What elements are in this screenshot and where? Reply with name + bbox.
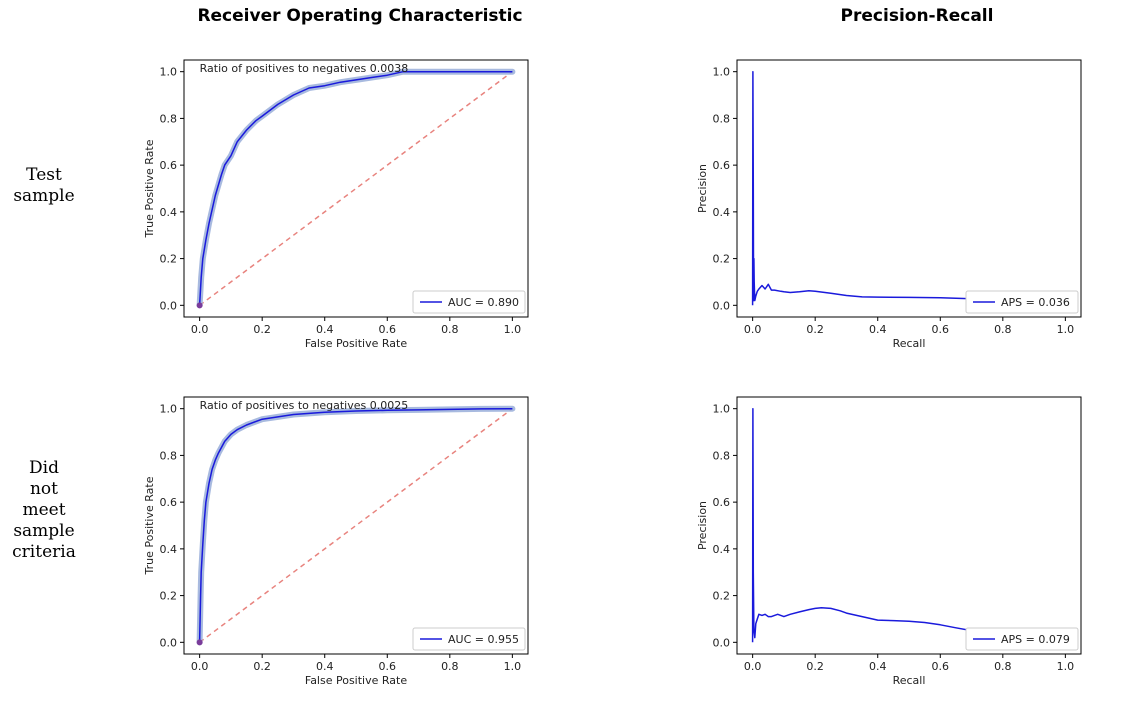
x-tick-label: 0.0: [744, 323, 762, 336]
y-tick-label: 0.4: [160, 543, 178, 556]
x-tick-label: 0.4: [869, 323, 887, 336]
y-tick-label: 0.6: [713, 496, 731, 509]
x-axis-label: Recall: [893, 674, 926, 687]
x-tick-label: 0.2: [806, 323, 824, 336]
y-tick-label: 1.0: [713, 66, 731, 79]
roc-not-met-chart: 0.0 0.2 0.4 0.6 0.8 1.0 0.0 0.2 0.4 0.6 0.8 1.0 Fals…: [143, 396, 529, 687]
row-label-line: Test: [26, 165, 62, 185]
chance-diagonal-line: [199, 71, 513, 306]
x-tick-label: 0.6: [932, 323, 950, 336]
x-axis-label: False Positive Rate: [305, 337, 407, 350]
x-tick-label: 0.8: [994, 660, 1012, 673]
y-axis-label: Precision: [696, 501, 709, 550]
x-tick-label: 0.4: [869, 660, 887, 673]
x-tick-label: 0.4: [316, 660, 334, 673]
chance-diagonal-line: [199, 408, 513, 643]
legend-label: APS = 0.036: [1001, 296, 1070, 309]
y-tick-label: 1.0: [160, 66, 178, 79]
legend-label: AUC = 0.890: [448, 296, 519, 309]
y-tick-label: 0.8: [713, 112, 731, 125]
x-axis-label: False Positive Rate: [305, 674, 407, 687]
y-tick-label: 0.0: [160, 636, 178, 649]
x-tick-label: 0.6: [932, 660, 950, 673]
x-tick-label: 0.2: [806, 660, 824, 673]
roc-test-chart: 0.0 0.2 0.4 0.6 0.8 1.0 0.0 0.2 0.4 0.6 0.8 1.0 Fals…: [143, 59, 529, 350]
plot-frame: [183, 59, 529, 318]
y-tick-label: 0.2: [160, 253, 178, 266]
ratio-annotation: Ratio of positives to negatives 0.0025: [200, 399, 409, 412]
y-tick-label: 0.0: [713, 636, 731, 649]
x-axis-label: Recall: [893, 337, 926, 350]
x-tick-label: 1.0: [1057, 660, 1075, 673]
legend-box: [965, 290, 1079, 314]
legend-label: AUC = 0.955: [448, 633, 519, 646]
legend-box: [412, 627, 526, 651]
series-line: [198, 407, 513, 643]
legend-box: [965, 627, 1079, 651]
x-tick-label: 0.2: [253, 323, 271, 336]
row-label-did-not-meet: Did not meet sample criteria: [0, 458, 88, 563]
x-tick-label: 0.6: [379, 323, 397, 336]
legend-label: APS = 0.079: [1001, 633, 1070, 646]
plot-frame: [736, 59, 1082, 318]
y-tick-label: 0.2: [713, 253, 731, 266]
y-axis-label: True Positive Rate: [143, 139, 156, 238]
pr-test-chart: 0.0 0.2 0.4 0.6 0.8 1.0 0.0 0.2 0.4 0.6 0.8 1.0 Reca…: [696, 59, 1082, 350]
y-tick-label: 1.0: [160, 403, 178, 416]
ratio-annotation: Ratio of positives to negatives 0.0038: [200, 62, 409, 75]
row-label-line: not: [29, 479, 58, 499]
y-tick-label: 0.2: [713, 590, 731, 603]
x-tick-label: 0.6: [379, 660, 397, 673]
x-tick-label: 0.2: [253, 660, 271, 673]
y-axis-label: Precision: [696, 164, 709, 213]
row-label-line: sample: [13, 186, 75, 206]
y-tick-label: 0.0: [713, 299, 731, 312]
y-tick-label: 0.2: [160, 590, 178, 603]
x-tick-label: 0.8: [441, 660, 459, 673]
x-tick-label: 0.4: [316, 323, 334, 336]
y-tick-label: 0.0: [160, 299, 178, 312]
x-tick-label: 0.8: [441, 323, 459, 336]
y-tick-label: 0.8: [160, 449, 178, 462]
y-tick-label: 0.4: [160, 206, 178, 219]
y-axis-label: True Positive Rate: [143, 476, 156, 575]
y-tick-label: 0.4: [713, 543, 731, 556]
pr-not-met-chart: 0.0 0.2 0.4 0.6 0.8 1.0 0.0 0.2 0.4 0.6 0.8 1.0 Reca…: [696, 396, 1082, 687]
origin-point: [196, 302, 203, 309]
series-line: [751, 70, 1066, 306]
legend-box: [412, 290, 526, 314]
row-label-line: sample: [13, 521, 75, 541]
series-line: [198, 70, 513, 306]
y-tick-label: 0.6: [160, 159, 178, 172]
x-tick-label: 1.0: [504, 660, 522, 673]
x-tick-label: 0.0: [191, 660, 209, 673]
y-tick-label: 0.8: [160, 112, 178, 125]
y-tick-label: 0.6: [713, 159, 731, 172]
roc-column-title: Receiver Operating Characteristic: [197, 6, 523, 26]
y-tick-label: 1.0: [713, 403, 731, 416]
y-tick-label: 0.6: [160, 496, 178, 509]
plot-frame: [736, 396, 1082, 655]
row-label-line: Did: [29, 458, 59, 478]
x-tick-label: 1.0: [504, 323, 522, 336]
x-tick-label: 1.0: [1057, 323, 1075, 336]
x-tick-label: 0.0: [744, 660, 762, 673]
row-label-test-sample: Test sample: [0, 165, 88, 207]
y-tick-label: 0.8: [713, 449, 731, 462]
plot-frame: [183, 396, 529, 655]
x-tick-label: 0.0: [191, 323, 209, 336]
series-line: [751, 407, 1066, 643]
row-label-line: meet: [22, 500, 66, 520]
y-tick-label: 0.4: [713, 206, 731, 219]
row-label-line: criteria: [12, 542, 76, 562]
x-tick-label: 0.8: [994, 323, 1012, 336]
origin-point: [196, 639, 203, 646]
pr-column-title: Precision-Recall: [840, 6, 994, 26]
